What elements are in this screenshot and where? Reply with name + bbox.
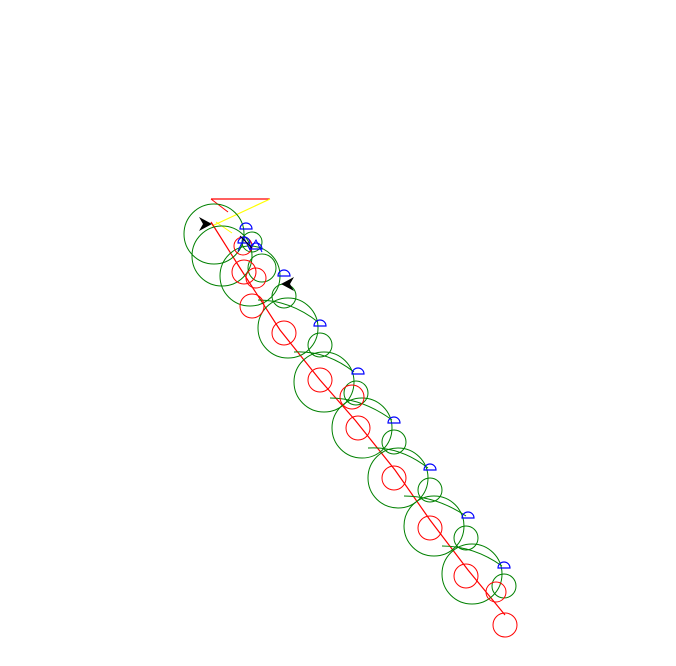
blue-squiggle-path bbox=[237, 236, 263, 253]
red-circle bbox=[239, 293, 265, 319]
blue-marker bbox=[497, 561, 511, 569]
green-arc bbox=[441, 545, 503, 567]
green-arc bbox=[367, 447, 429, 469]
green-arc bbox=[403, 495, 467, 517]
red-circle bbox=[271, 320, 297, 346]
green-arc bbox=[257, 299, 319, 323]
red-circle bbox=[417, 515, 443, 541]
red-circle bbox=[339, 384, 365, 410]
green-circle bbox=[247, 253, 277, 283]
red-circle bbox=[345, 415, 371, 441]
blue-marker bbox=[351, 367, 365, 375]
red-trajectory bbox=[210, 221, 506, 616]
green-circle bbox=[381, 429, 407, 455]
red-circle bbox=[381, 465, 407, 491]
red-circle bbox=[492, 612, 518, 638]
red-circle bbox=[485, 581, 507, 603]
blue-marker bbox=[313, 319, 327, 327]
green-circles bbox=[183, 203, 517, 605]
green-circle bbox=[343, 380, 369, 406]
red-circle bbox=[307, 367, 333, 393]
green-circle bbox=[417, 477, 443, 503]
green-circle bbox=[271, 283, 297, 309]
green-circle bbox=[453, 525, 479, 551]
red-circle bbox=[453, 563, 479, 589]
black-marks bbox=[239, 235, 253, 249]
blue-marker bbox=[239, 222, 253, 230]
green-circle bbox=[367, 447, 429, 509]
green-arc bbox=[293, 351, 355, 373]
red-trajectory-line bbox=[210, 221, 506, 616]
origin-yellow-stub bbox=[215, 221, 233, 234]
green-circle bbox=[183, 203, 245, 265]
red-circle bbox=[245, 267, 267, 289]
red-circle bbox=[231, 259, 257, 285]
green-circle bbox=[257, 297, 319, 359]
green-circle bbox=[307, 332, 333, 358]
green-circle bbox=[191, 225, 253, 287]
blue-marker bbox=[237, 236, 251, 244]
arrow-cursor-icon bbox=[199, 217, 212, 231]
blue-squiggle bbox=[237, 236, 263, 253]
green-circle bbox=[331, 397, 393, 459]
origin-marker bbox=[210, 198, 271, 234]
arrow-cursor-icon bbox=[281, 277, 294, 291]
arrow-cursor-icon bbox=[281, 277, 294, 291]
arrow-cursor-icon bbox=[199, 217, 212, 231]
black-mark bbox=[239, 235, 253, 249]
green-circle bbox=[293, 351, 355, 413]
origin-yellow-line bbox=[211, 198, 271, 227]
blue-marker bbox=[461, 511, 475, 519]
red-circles bbox=[231, 236, 518, 638]
blue-marker bbox=[387, 416, 401, 424]
blue-markers bbox=[237, 222, 511, 569]
blue-marker bbox=[423, 463, 437, 471]
blue-marker bbox=[277, 269, 291, 277]
origin-red-diagonal bbox=[210, 198, 229, 213]
